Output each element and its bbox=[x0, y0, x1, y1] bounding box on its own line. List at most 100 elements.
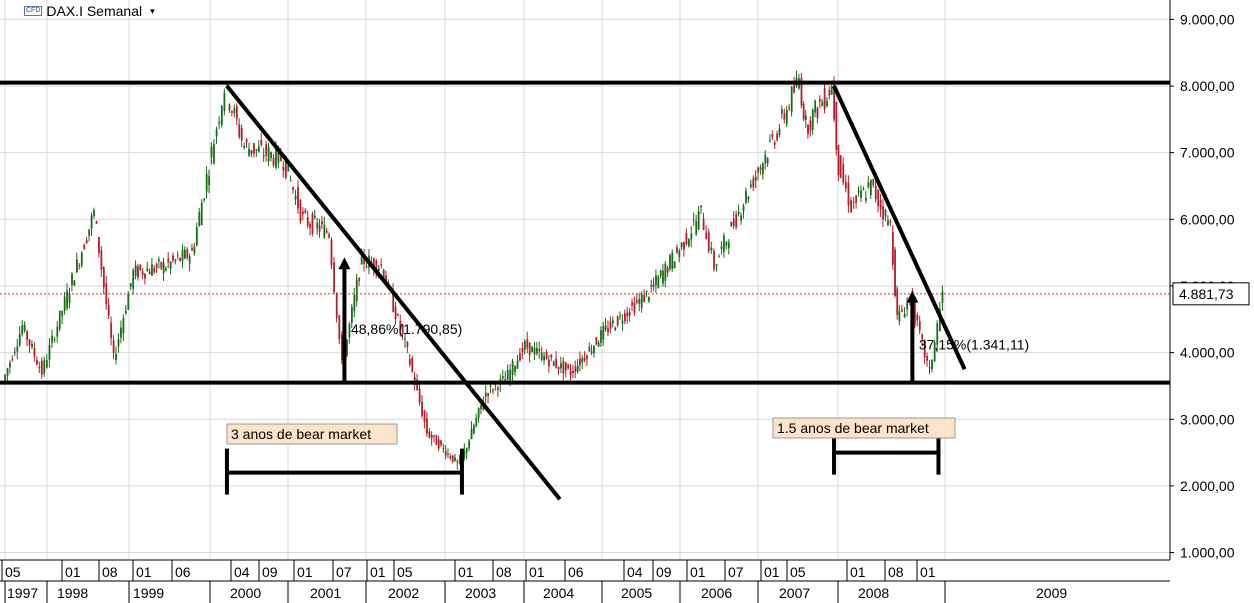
candle-body bbox=[447, 453, 449, 455]
candle-body bbox=[302, 211, 304, 215]
candle-body bbox=[501, 376, 504, 379]
candle-body bbox=[220, 105, 223, 125]
candle-body bbox=[78, 265, 81, 267]
candle-body bbox=[155, 264, 158, 268]
candle-body bbox=[435, 435, 438, 445]
candle-body bbox=[279, 154, 282, 161]
candle-body bbox=[380, 264, 383, 266]
candle-body bbox=[144, 273, 146, 279]
candle-body bbox=[766, 158, 769, 164]
candle-body bbox=[941, 291, 944, 304]
bear-market-label-15y: 1.5 anos de bear market bbox=[777, 420, 929, 436]
y-tick-label: 6.000,00 bbox=[1180, 211, 1235, 227]
candle-body bbox=[830, 86, 833, 95]
candle-body bbox=[58, 310, 61, 329]
candle-body bbox=[174, 259, 177, 262]
candle-body bbox=[754, 176, 757, 181]
candle-body bbox=[176, 255, 179, 257]
candle-body bbox=[685, 232, 688, 245]
rebound-arrow-2001-head bbox=[338, 257, 351, 270]
candle-body bbox=[896, 288, 899, 316]
candle-body bbox=[169, 262, 172, 269]
candle-body bbox=[48, 344, 51, 360]
bear-market-label-3y: 3 anos de bear market bbox=[231, 426, 371, 442]
candle-body bbox=[616, 316, 619, 326]
candle-body bbox=[860, 190, 862, 198]
candle-body bbox=[397, 314, 399, 316]
candle-body bbox=[330, 239, 333, 266]
candle-body bbox=[572, 370, 574, 374]
candle-body bbox=[428, 431, 431, 438]
candle-body bbox=[304, 209, 307, 213]
candle-body bbox=[531, 346, 534, 353]
candle-body bbox=[523, 341, 526, 350]
candle-body bbox=[297, 187, 299, 209]
candle-body bbox=[13, 351, 16, 353]
candle-body bbox=[127, 293, 130, 310]
candle-body bbox=[463, 450, 466, 458]
candle-body bbox=[83, 244, 86, 250]
candle-body bbox=[218, 121, 221, 124]
candle-body bbox=[360, 250, 363, 265]
candle-body bbox=[710, 247, 713, 251]
candle-body bbox=[85, 240, 88, 244]
candle-body bbox=[769, 140, 771, 142]
candle-body bbox=[718, 256, 720, 258]
candle-body bbox=[720, 246, 723, 250]
candle-body bbox=[365, 266, 368, 268]
candle-body bbox=[203, 198, 206, 201]
candle-body bbox=[933, 342, 936, 362]
candle-body bbox=[134, 265, 137, 276]
chart-title[interactable]: CFD DAX.I Semanal ▾ bbox=[24, 3, 155, 19]
candle-body bbox=[552, 361, 555, 366]
candle-body bbox=[292, 187, 295, 190]
cfd-badge: CFD bbox=[24, 6, 43, 16]
candle-body bbox=[311, 214, 314, 234]
y-tick-label: 7.000,00 bbox=[1180, 145, 1235, 161]
candle-body bbox=[747, 196, 750, 200]
candle-body bbox=[583, 358, 586, 361]
candle-body bbox=[903, 313, 906, 318]
candle-body bbox=[844, 182, 847, 189]
candle-body bbox=[489, 385, 492, 387]
caret-down-icon[interactable]: ▾ bbox=[150, 5, 155, 16]
candle-body bbox=[165, 268, 167, 271]
candle-body bbox=[473, 425, 475, 434]
candle-body bbox=[93, 209, 95, 216]
candle-body bbox=[193, 246, 196, 254]
candle-body bbox=[191, 248, 193, 251]
candle-body bbox=[705, 232, 708, 240]
candle-body bbox=[730, 222, 733, 227]
candle-body bbox=[695, 221, 698, 235]
last-price-label: 4.881,73 bbox=[1179, 286, 1234, 302]
candle-body bbox=[837, 145, 840, 176]
candle-body bbox=[480, 404, 482, 410]
candle-body bbox=[923, 340, 926, 358]
candle-body bbox=[586, 355, 588, 360]
candle-body bbox=[328, 234, 331, 238]
candle-body bbox=[98, 237, 100, 253]
candle-body bbox=[692, 219, 695, 221]
candle-body bbox=[88, 229, 91, 236]
candle-body bbox=[335, 293, 338, 318]
x-month-label: 05 bbox=[397, 564, 413, 580]
candle-body bbox=[257, 146, 260, 152]
x-year-label: 2006 bbox=[701, 585, 732, 601]
candle-body bbox=[406, 342, 409, 347]
candle-body bbox=[38, 366, 41, 368]
candle-body bbox=[877, 189, 880, 207]
candle-body bbox=[857, 190, 860, 193]
candle-body bbox=[715, 264, 718, 267]
candle-body bbox=[253, 143, 255, 154]
candle-body bbox=[652, 284, 655, 287]
x-month-label: 01 bbox=[529, 564, 545, 580]
candle-body bbox=[270, 152, 273, 158]
candle-body bbox=[348, 323, 351, 338]
candle-body bbox=[272, 157, 275, 166]
candle-body bbox=[477, 408, 480, 418]
candle-body bbox=[76, 259, 78, 272]
candle-body bbox=[631, 302, 634, 306]
candle-body bbox=[626, 312, 629, 317]
candle-body bbox=[68, 293, 71, 303]
candle-body bbox=[61, 311, 64, 317]
